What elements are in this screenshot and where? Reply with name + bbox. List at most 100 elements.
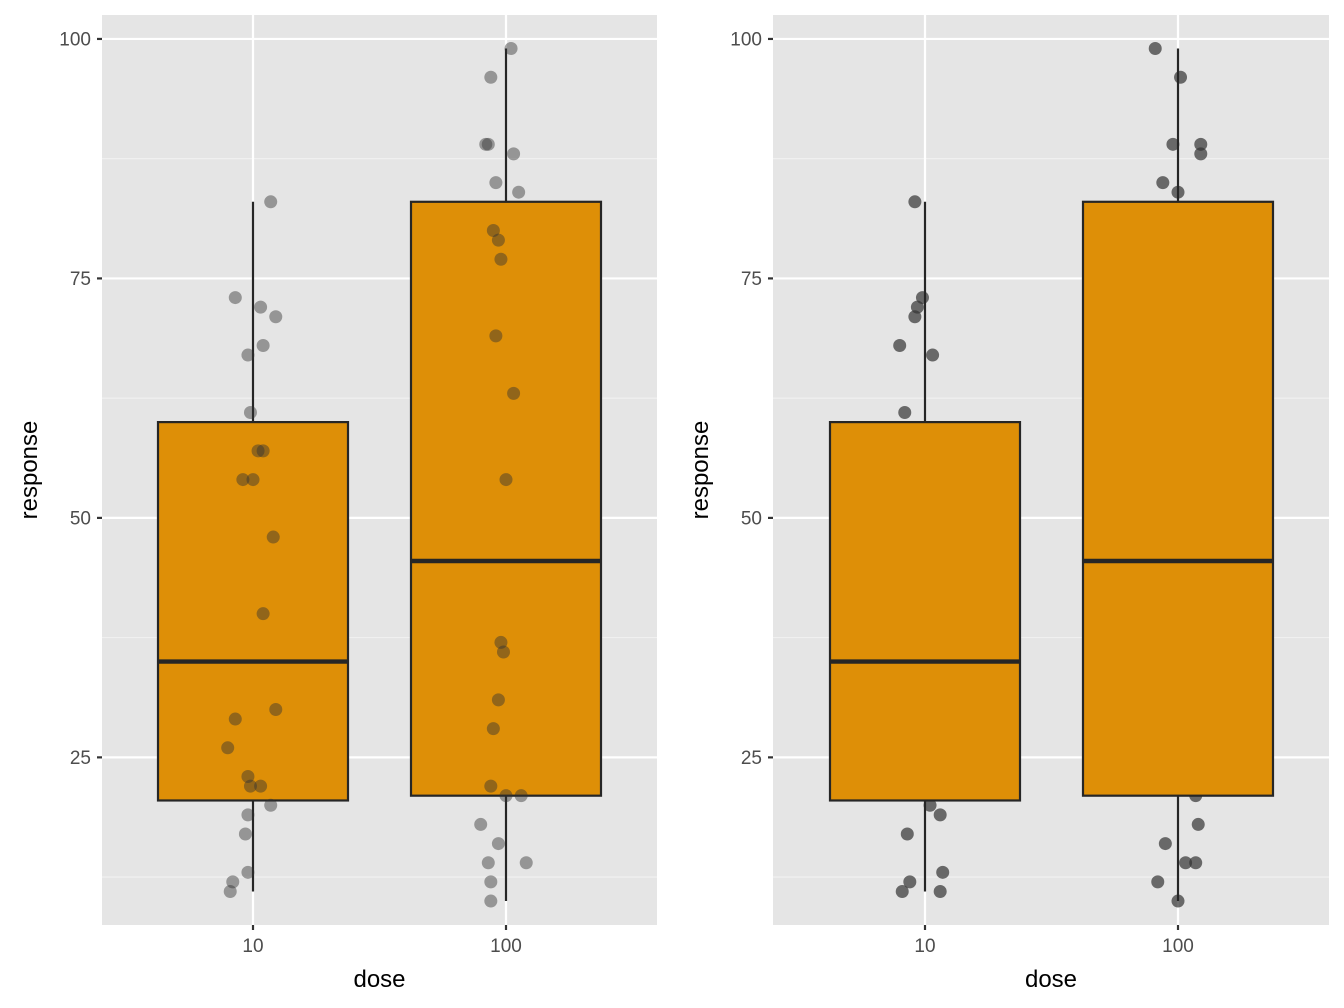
data-point [514,789,528,803]
data-point [269,310,283,324]
data-point [491,837,505,851]
data-point [507,147,521,161]
data-point [486,722,500,736]
data-point [1191,817,1205,831]
data-point [481,137,495,151]
box-body [828,421,1022,802]
y-tick-label: 50 [741,508,762,529]
data-point [895,884,909,898]
data-point [266,530,280,544]
data-point [1166,137,1180,151]
data-point [474,817,488,831]
box-body [409,200,603,797]
box-10 [156,201,350,892]
data-point [241,808,255,822]
data-point [221,741,235,755]
data-point [936,865,950,879]
data-point [484,875,498,889]
data-point [494,252,508,266]
y-tick-label: 25 [741,748,762,769]
x-tick-label: 100 [490,936,522,957]
data-point [241,770,255,784]
data-point [1158,837,1172,851]
data-point [893,338,907,352]
box-10 [828,201,1022,892]
x-axis-title: dose [353,966,405,993]
data-point [489,329,503,343]
data-point [254,779,268,793]
data-point [499,789,513,803]
data-point [1156,176,1170,190]
data-point [226,875,240,889]
box-100 [409,48,603,902]
box-100 [1081,48,1275,902]
y-tick-label: 100 [730,29,762,50]
data-point [269,702,283,716]
data-point [489,176,503,190]
data-point [481,856,495,870]
data-point [903,875,917,889]
data-point [1179,856,1193,870]
y-tick-label: 50 [70,508,91,529]
data-point [512,185,526,199]
data-point [479,137,493,151]
data-point [264,798,278,812]
y-axis-title: response [16,421,43,520]
data-point [915,291,929,305]
x-axis-title: dose [1025,966,1077,993]
data-point [499,473,513,487]
data-point [264,195,278,209]
data-point [933,884,947,898]
y-tick-label: 75 [741,269,762,290]
chart-panel-right: 25 50 75 100 10 100 dose response [687,15,1329,993]
data-point [933,808,947,822]
data-point [246,473,260,487]
data-point [908,195,922,209]
data-point [256,607,270,621]
data-point [238,827,252,841]
data-point [256,338,270,352]
data-point [1148,42,1162,56]
x-tick-label: 10 [914,936,935,957]
data-point [241,865,255,879]
data-point [228,712,242,726]
data-point [228,291,242,305]
data-point [1151,875,1165,889]
data-point [1194,147,1208,161]
data-point [926,348,940,362]
data-point [898,406,912,420]
data-point [251,444,265,458]
data-point [519,856,533,870]
data-point [1174,70,1188,84]
data-point [923,798,937,812]
x-tick-label: 100 [1162,936,1194,957]
data-point [484,779,498,793]
y-tick-label: 75 [70,269,91,290]
data-point [900,827,914,841]
data-point [494,635,508,649]
data-point [223,884,237,898]
data-point [241,348,255,362]
chart-panel-left: 25 50 75 100 10 100 dose response [16,15,657,993]
data-point [1194,137,1208,151]
data-point [484,894,498,908]
data-point [491,233,505,247]
data-point [491,693,505,707]
data-point [256,444,270,458]
data-point [507,386,521,400]
data-point [236,473,250,487]
data-point [243,406,257,420]
x-tick-label: 10 [242,936,263,957]
data-point [486,224,500,238]
data-point [243,779,257,793]
y-tick-label: 25 [70,748,91,769]
y-axis-title: response [687,421,714,520]
data-point [496,645,510,659]
data-point [504,42,518,56]
box-body [156,421,350,802]
data-point [254,300,268,314]
y-tick-label: 100 [59,29,91,50]
data-point [1189,856,1203,870]
box-body [1081,200,1275,797]
data-point [484,70,498,84]
